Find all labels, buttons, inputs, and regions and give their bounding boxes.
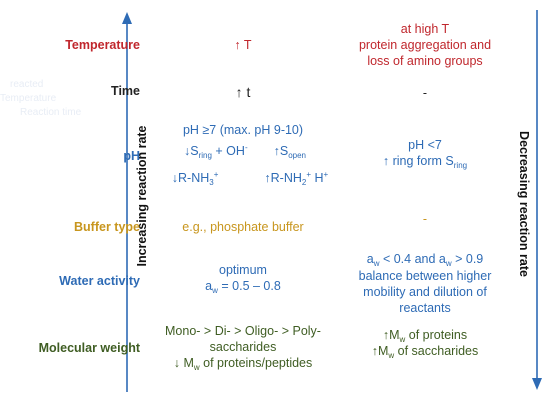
time-increase: ↑ t [235,84,251,100]
water-dec-mid: < 0.4 and a [379,252,446,266]
increasing-rate-label: Increasing reaction rate [135,125,149,267]
ph-decrease-line1: pH <7 [408,138,442,152]
ph-eq2-right: ↑R-NH [264,171,302,185]
row-label-time: Time [111,84,140,98]
ph-eq1-left: ↓S [184,144,199,158]
row-label-buffer: Buffer type [74,220,140,234]
ph-eq2-left-sub: 3 [209,178,214,187]
temperature-increase: ↑ T [234,38,252,52]
ph-eq1-plus: + OH [211,144,245,158]
ghost-text-2: Temperature [0,93,57,104]
ph-decrease-line2: ↑ ring form Sring [355,154,495,170]
time-decrease: - [422,86,428,100]
molecular-decrease-line2: ↑Mw of saccharides [345,344,505,360]
ghost-text-3: Reaction time [20,107,82,118]
decreasing-arrowhead [532,378,542,390]
ph-eq1-left-sub: ring [198,151,212,160]
buffer-increase: e.g., phosphate buffer [182,220,304,234]
ph-eq2-h-sup: + [323,170,329,179]
water-dec-sub2: w [445,259,452,268]
molecular-increase-line3: ↓ Mw of proteins/peptides [153,356,333,372]
ph-eq2-right-sup: + [306,170,312,179]
water-increase-line2: aw = 0.5 – 0.8 [173,279,313,295]
ph-dec-text: ↑ ring form S [382,154,454,168]
ph-eq2-left: ↓R-NH [171,171,210,185]
ph-eq2-h: H [311,171,324,185]
ph-eq2-left-sup: + [213,170,219,179]
ph-eq1-right: ↑S [273,144,289,158]
water-increase-line1: optimum [219,263,267,277]
molecular-dec2-b: of saccharides [394,344,479,358]
water-decrease-line3: mobility and dilution of [363,285,487,299]
buffer-decrease: - [422,212,428,226]
water-decrease-line1: aw < 0.4 and aw > 0.9 [335,252,515,268]
water-dec-a1: a [366,252,374,266]
ph-eq2-right-sub: 2 [301,178,307,187]
ph-increase-line1: pH ≥7 (max. pH 9-10) [182,123,304,137]
molecular-dec2-sub: w [388,351,395,360]
row-label-temperature: Temperature [65,38,140,52]
temperature-decrease-line3: loss of amino groups [367,54,483,68]
molecular-increase-line2: saccharides [209,340,277,354]
ph-equation-1: ↓Sring + OH- ↑Sopen [150,143,340,160]
molecular-inc-a: ↓ M [173,356,194,370]
increasing-arrowhead [122,12,132,24]
water-aw: a [205,279,213,293]
molecular-increase-line1: Mono- > Di- > Oligo- > Poly- [165,324,321,338]
molecular-dec2-a: ↑M [371,344,389,358]
water-decrease-line4: reactants [399,301,451,315]
molecular-decrease-line1: ↑Mw of proteins [345,328,505,344]
row-label-ph: pH [123,149,140,163]
ph-dec-sub: ring [453,161,468,170]
row-label-water: Water activity [59,274,140,288]
ph-equation-2: ↓R-NH3+ ↑R-NH2+ H+ [150,170,350,187]
water-range: = 0.5 – 0.8 [217,279,281,293]
row-label-molecular: Molecular weight [38,341,140,355]
temperature-decrease-line2: protein aggregation and [358,38,492,52]
molecular-dec1-b: of proteins [405,328,468,342]
water-dec-end: > 0.9 [451,252,484,266]
ph-eq1-oh-sup: - [244,143,248,152]
ghost-text-1: reacted [10,79,44,90]
molecular-inc-sub: w [193,363,200,372]
decreasing-rate-label: Decreasing reaction rate [517,131,531,277]
temperature-decrease-line1: at high T [400,22,450,36]
molecular-dec1-sub: w [399,335,406,344]
water-dec-sub1: w [373,259,380,268]
molecular-dec1-a: ↑M [382,328,400,342]
water-decrease-line2: balance between higher [358,269,492,283]
ph-eq1-right-sub: open [288,151,306,160]
water-aw-sub: w [212,286,218,295]
molecular-inc-b: of proteins/peptides [199,356,313,370]
